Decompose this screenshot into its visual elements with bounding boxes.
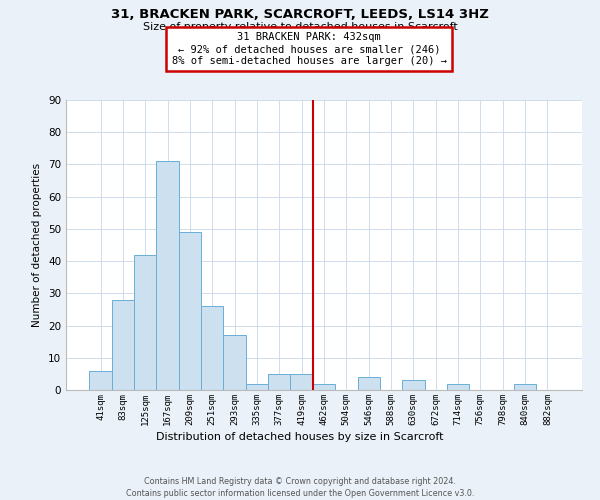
Bar <box>246 384 268 390</box>
Bar <box>179 232 201 390</box>
Bar <box>514 384 536 390</box>
Bar <box>447 384 469 390</box>
Bar <box>112 300 134 390</box>
Bar <box>201 306 223 390</box>
Bar <box>290 374 313 390</box>
Text: Distribution of detached houses by size in Scarcroft: Distribution of detached houses by size … <box>156 432 444 442</box>
Bar <box>134 254 157 390</box>
Bar <box>268 374 290 390</box>
Bar <box>358 377 380 390</box>
Bar <box>402 380 425 390</box>
Text: Contains HM Land Registry data © Crown copyright and database right 2024.
Contai: Contains HM Land Registry data © Crown c… <box>126 476 474 498</box>
Bar <box>313 384 335 390</box>
Bar <box>157 161 179 390</box>
Text: Size of property relative to detached houses in Scarcroft: Size of property relative to detached ho… <box>143 22 457 32</box>
Text: 31, BRACKEN PARK, SCARCROFT, LEEDS, LS14 3HZ: 31, BRACKEN PARK, SCARCROFT, LEEDS, LS14… <box>111 8 489 20</box>
Y-axis label: Number of detached properties: Number of detached properties <box>32 163 43 327</box>
Text: 31 BRACKEN PARK: 432sqm
← 92% of detached houses are smaller (246)
8% of semi-de: 31 BRACKEN PARK: 432sqm ← 92% of detache… <box>172 32 446 66</box>
Bar <box>223 335 246 390</box>
Bar <box>89 370 112 390</box>
